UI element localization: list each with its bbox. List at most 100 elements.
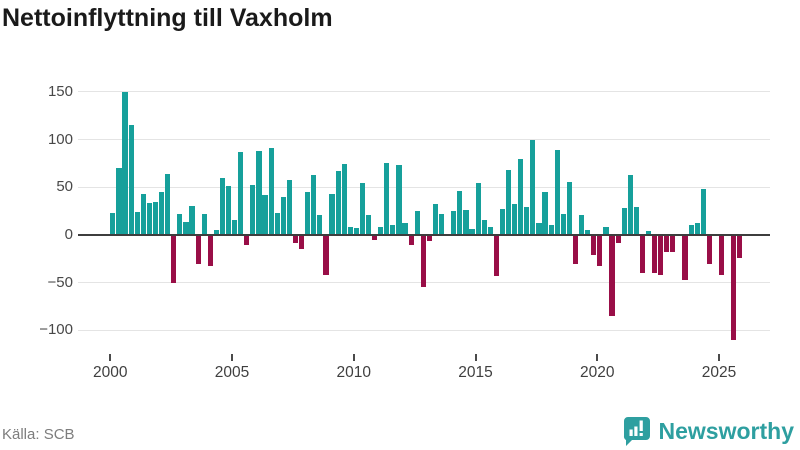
bar <box>731 235 737 340</box>
bar <box>420 235 426 287</box>
bar <box>232 219 238 235</box>
bar <box>396 165 402 235</box>
bar <box>292 235 299 243</box>
bar <box>633 207 639 235</box>
bar <box>664 235 670 253</box>
bar <box>536 222 542 235</box>
bar <box>268 148 274 235</box>
bar <box>530 139 536 235</box>
bar <box>244 235 250 245</box>
bar <box>317 214 323 235</box>
x-axis-tick <box>109 354 112 361</box>
bar <box>512 204 518 235</box>
bar <box>201 214 207 235</box>
bar <box>572 235 579 264</box>
gridline <box>78 91 770 93</box>
bar <box>700 189 706 235</box>
x-axis-tick <box>474 354 477 361</box>
bar <box>432 203 439 235</box>
bar <box>225 186 232 235</box>
bar <box>177 214 183 235</box>
bar <box>694 222 700 235</box>
chart-title: Nettoinflyttning till Vaxholm <box>2 4 333 32</box>
bar <box>207 235 213 266</box>
bar <box>305 192 311 235</box>
bar <box>347 227 353 235</box>
brand-logo[interactable]: Newsworthy <box>622 415 794 448</box>
bar <box>311 174 317 235</box>
y-axis-label: 100 <box>47 130 73 148</box>
x-axis-label: 2005 <box>214 364 250 381</box>
bar <box>591 235 597 256</box>
bar <box>171 235 177 283</box>
x-axis-tick <box>352 354 355 361</box>
gridline <box>78 139 770 141</box>
bar <box>426 235 432 241</box>
bar <box>323 235 329 276</box>
bar <box>262 194 268 235</box>
bar <box>378 227 384 235</box>
bar <box>146 202 152 235</box>
x-axis-label: 2025 <box>701 364 737 381</box>
bar <box>365 214 372 235</box>
x-axis-tick <box>231 354 234 361</box>
x-axis-label: 2010 <box>336 364 371 381</box>
bar <box>719 235 725 276</box>
bar <box>706 235 712 264</box>
bar <box>542 192 548 235</box>
x-axis-tick <box>596 354 599 361</box>
bar <box>158 192 165 235</box>
bar <box>110 213 116 235</box>
bar <box>621 208 627 235</box>
bar <box>274 213 280 235</box>
newsworthy-icon <box>622 415 652 448</box>
bar <box>585 230 591 235</box>
bar <box>627 174 633 235</box>
bar <box>524 207 530 235</box>
bar <box>481 219 487 235</box>
bar <box>645 231 652 235</box>
bar <box>475 183 481 235</box>
bar <box>298 235 305 250</box>
y-axis-label: 0 <box>64 226 73 243</box>
bar <box>341 164 347 235</box>
bar <box>682 235 688 280</box>
gridline <box>78 329 770 331</box>
bar <box>438 214 445 235</box>
bar <box>566 181 572 235</box>
bar <box>408 235 414 245</box>
bar <box>688 225 694 235</box>
bar <box>493 235 499 277</box>
y-axis-label: −50 <box>47 273 73 291</box>
bar <box>554 150 560 235</box>
bar <box>219 177 226 235</box>
bar <box>457 191 463 235</box>
bar <box>737 235 743 258</box>
bar <box>451 211 457 235</box>
bar <box>195 235 201 264</box>
x-axis-label: 2015 <box>458 364 493 381</box>
bar <box>353 228 359 235</box>
bar <box>597 235 603 267</box>
y-axis-label: −100 <box>39 321 73 339</box>
bar <box>390 225 396 235</box>
bar <box>402 222 408 235</box>
bar <box>152 201 159 235</box>
bar <box>165 173 171 235</box>
bar <box>189 206 195 235</box>
bar <box>213 230 219 235</box>
bar <box>128 125 134 235</box>
bar <box>116 168 122 235</box>
bar <box>280 196 286 235</box>
bar <box>183 221 189 235</box>
y-axis-label: 150 <box>47 82 73 100</box>
bar <box>463 210 469 235</box>
bar <box>548 225 554 235</box>
bar <box>578 214 585 235</box>
bar <box>335 171 341 235</box>
bar <box>487 227 493 235</box>
bar <box>384 163 390 235</box>
bar <box>286 179 292 235</box>
